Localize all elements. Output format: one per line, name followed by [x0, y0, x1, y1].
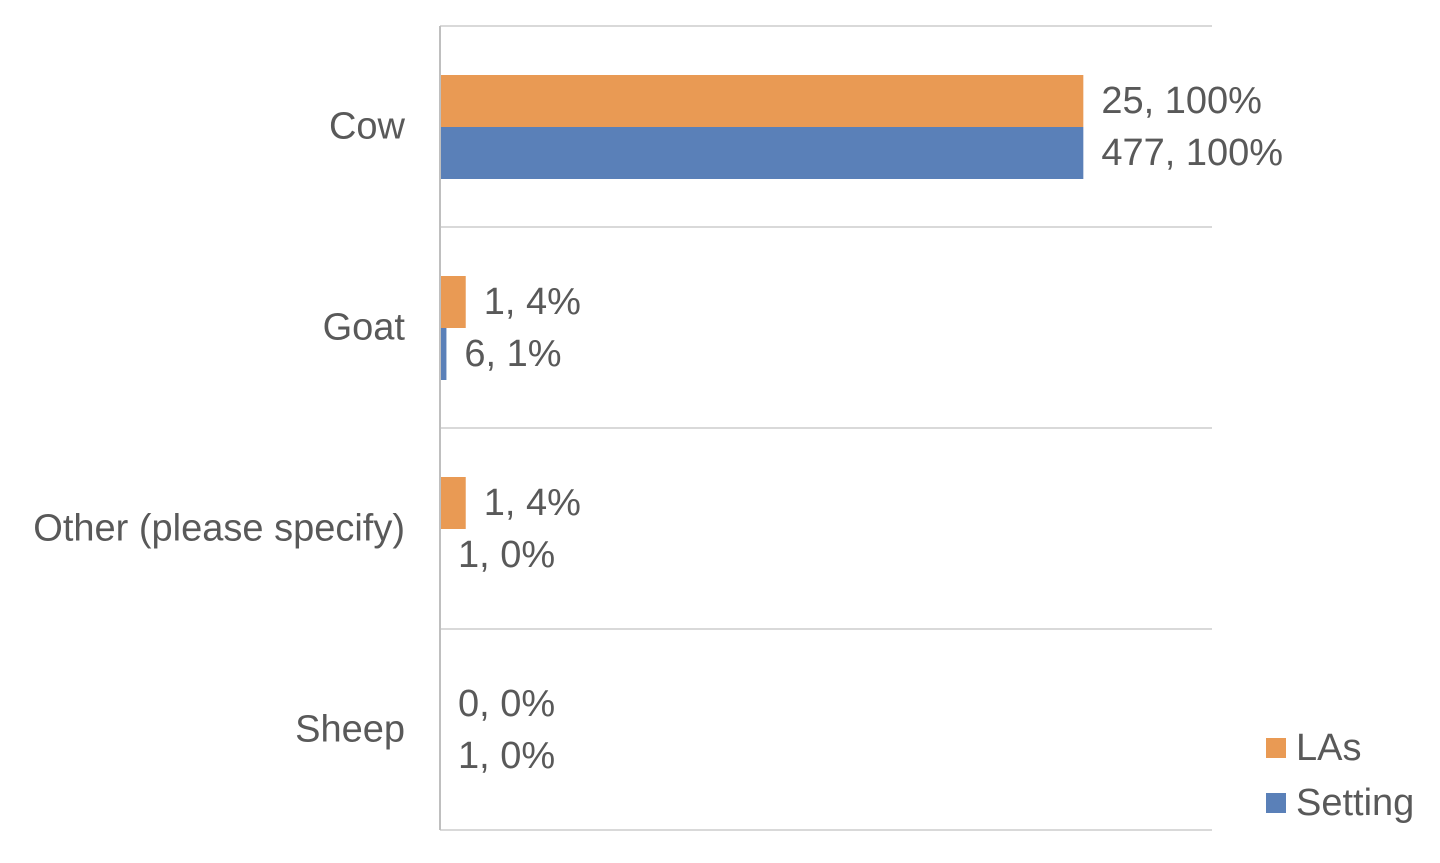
- legend-label-setting: Setting: [1296, 782, 1414, 824]
- bar-las-1: [440, 75, 1084, 127]
- category-label: Other (please specify): [33, 508, 405, 550]
- data-label: 1, 4%: [484, 482, 581, 524]
- category-labels: Cow Goat Other (please specify) Sheep: [33, 106, 405, 751]
- legend-label-las: LAs: [1296, 727, 1361, 769]
- category-label: Cow: [329, 106, 406, 148]
- data-label: 25, 100%: [1101, 80, 1262, 122]
- bar-las-3: [440, 477, 466, 529]
- data-label: 6, 1%: [464, 333, 561, 375]
- legend: LAs Setting: [1266, 727, 1414, 824]
- data-label: 1, 0%: [458, 735, 555, 777]
- bar-setting-2: [440, 328, 447, 380]
- bar-setting-1: [440, 127, 1084, 179]
- category-label: Sheep: [295, 709, 405, 751]
- bar-las-2: [440, 276, 466, 328]
- legend-swatch-las: [1266, 738, 1286, 758]
- data-labels: 25, 100% 477, 100% 1, 4% 6, 1% 1, 4% 1, 0% 0, …: [458, 80, 1283, 777]
- data-label: 477, 100%: [1101, 132, 1283, 174]
- data-label: 1, 0%: [458, 534, 555, 576]
- gridlines: [440, 25, 1212, 831]
- bars: [440, 75, 1084, 529]
- legend-swatch-setting: [1266, 793, 1286, 813]
- category-label: Goat: [323, 307, 406, 349]
- data-label: 0, 0%: [458, 683, 555, 725]
- data-label: 1, 4%: [484, 281, 581, 323]
